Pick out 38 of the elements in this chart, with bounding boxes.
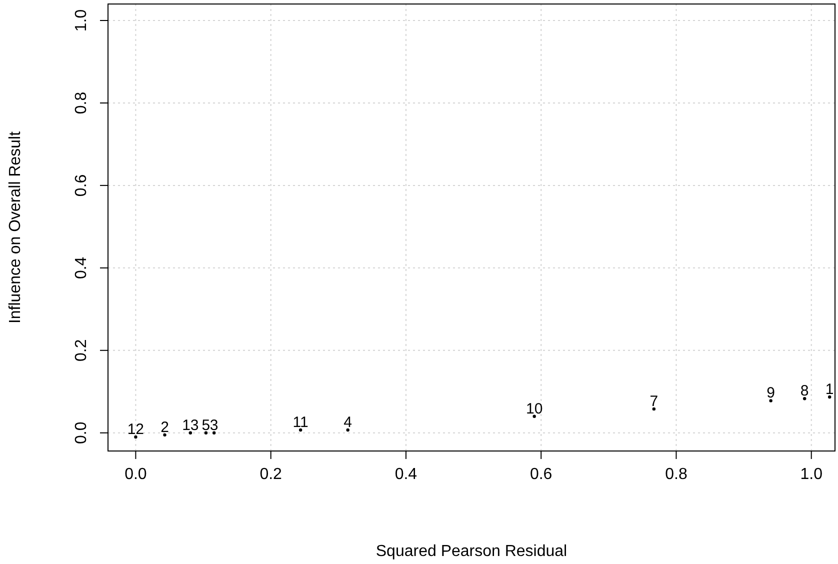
- annotation: 1: [825, 380, 834, 398]
- x-tick-label: 0.2: [260, 466, 282, 483]
- x-tick-label: 0.0: [124, 466, 147, 483]
- x-axis-title: Squared Pearson Residual: [376, 543, 568, 560]
- y-tick-label: 0.2: [73, 339, 90, 362]
- annotation: 7: [650, 392, 658, 410]
- annotation: 5: [202, 416, 210, 434]
- point: [652, 407, 656, 411]
- point: [769, 399, 772, 402]
- y-tick-label: 1.0: [73, 9, 90, 32]
- point: [212, 431, 216, 434]
- point: [163, 433, 166, 437]
- y-tick-label: 0.0: [73, 422, 90, 444]
- annotation: 8: [800, 382, 809, 400]
- point: [532, 414, 536, 418]
- annotation: 11: [292, 414, 308, 431]
- annotation: 9: [766, 384, 775, 402]
- point: [134, 435, 138, 439]
- point: [298, 428, 302, 432]
- annotation: 13: [182, 416, 199, 434]
- x-tick-label: 0.6: [530, 466, 552, 483]
- y-axis-title: Influence on Overall Result: [7, 130, 24, 324]
- x-tick-label: 0.4: [394, 466, 418, 483]
- annotation: 10: [526, 400, 543, 418]
- point: [802, 397, 806, 400]
- y-tick-label: 0.4: [73, 256, 90, 280]
- annotation: 4: [344, 414, 352, 431]
- x-tick-label: 1.0: [800, 466, 823, 483]
- point: [204, 431, 208, 434]
- x-tick-label: 0.8: [665, 466, 688, 483]
- y-tick-label: 0.6: [73, 174, 90, 197]
- annotation: 12: [127, 420, 144, 438]
- point: [188, 431, 192, 434]
- point: [828, 395, 832, 399]
- annotation: 3: [210, 416, 218, 434]
- y-tick-label: 0.8: [73, 92, 90, 114]
- point: [346, 428, 350, 432]
- annotation: 2: [160, 418, 169, 436]
